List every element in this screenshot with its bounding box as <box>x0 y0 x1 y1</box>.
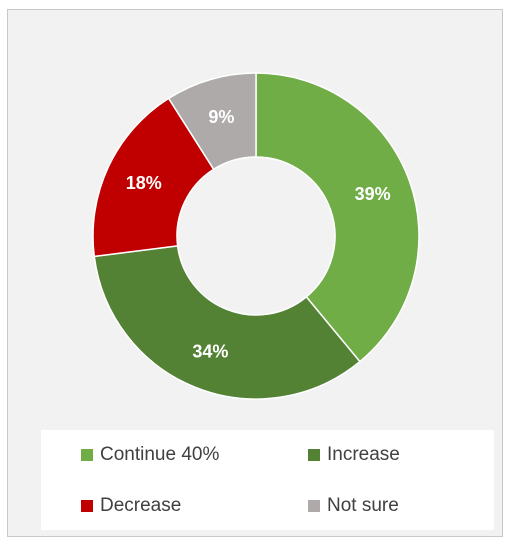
slice-decrease <box>92 97 215 258</box>
data-label-continue: 39% <box>355 184 391 204</box>
chart-area: 39% 34% 18% 9% Continue 40% Increase Decrea… <box>7 9 503 537</box>
legend-label-decrease: Decrease <box>100 495 182 516</box>
slice-continue <box>255 72 420 363</box>
legend-swatch-increase <box>308 449 320 461</box>
slice-increase <box>93 245 361 400</box>
legend-item-continue: Continue 40% <box>81 444 219 466</box>
legend: Continue 40% Increase Decrease Not sure <box>41 430 494 530</box>
legend-item-decrease: Decrease <box>81 495 181 517</box>
data-label-increase: 34% <box>192 341 228 361</box>
legend-swatch-not-sure <box>308 500 320 512</box>
slice-not-sure <box>167 72 257 171</box>
legend-label-not-sure: Not sure <box>327 495 399 516</box>
donut-chart: 39% 34% 18% 9% <box>92 72 420 400</box>
legend-swatch-continue <box>81 449 93 461</box>
legend-swatch-decrease <box>81 500 93 512</box>
data-label-decrease: 18% <box>126 173 162 193</box>
legend-label-increase: Increase <box>327 444 400 465</box>
legend-item-not-sure: Not sure <box>308 495 399 517</box>
legend-item-increase: Increase <box>308 444 400 466</box>
data-label-not-sure: 9% <box>208 107 234 127</box>
legend-label-continue: Continue 40% <box>100 444 220 465</box>
